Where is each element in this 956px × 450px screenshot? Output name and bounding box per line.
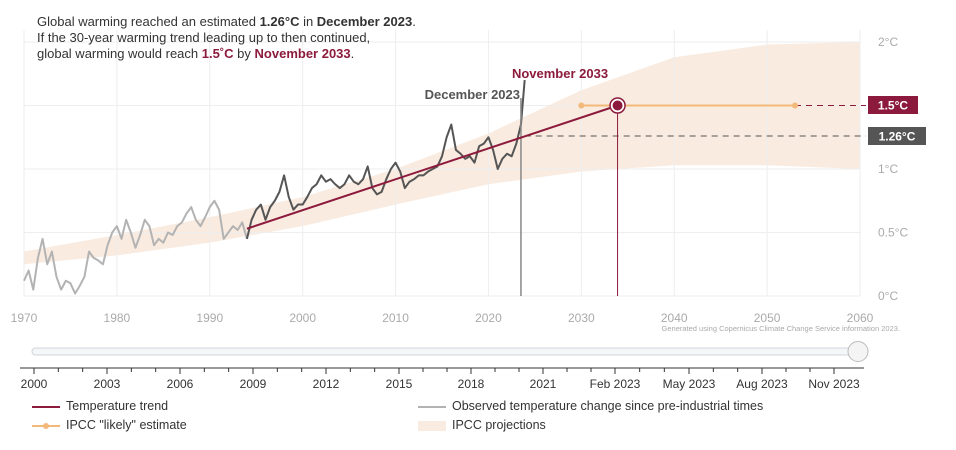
observed-layer — [23, 80, 526, 295]
headline-date-dec-2023: December 2023 — [316, 14, 413, 29]
headline-value-15: 1.5˚C — [201, 46, 234, 61]
observed-line-recent — [245, 80, 526, 240]
y-tick-label: 0.5°C — [878, 226, 908, 240]
y-tick-label: 0°C — [878, 289, 898, 303]
badge-15: 1.5°C — [878, 99, 908, 113]
legend-projections-label: IPCC projections — [452, 418, 546, 432]
ipcc-likely-start — [578, 102, 585, 109]
headline-text: . — [412, 14, 416, 29]
annotation-november: November 2033 — [512, 66, 608, 81]
legend-trend-label: Temperature trend — [66, 399, 169, 413]
timeline-label: 2009 — [240, 377, 267, 391]
badge-15-bg — [868, 96, 918, 114]
legend-observed-label: Observed temperature change since pre-in… — [452, 399, 764, 413]
headline-text: Global warming reached an estimated — [37, 14, 260, 29]
timeline-label: 2012 — [313, 377, 340, 391]
timeline-ticks: 2000 2003 2006 2009 2012 2015 2018 2021 Feb 2023… — [21, 368, 860, 391]
legend-likely-dot — [43, 423, 49, 429]
trend-layer — [246, 97, 798, 230]
y-tick-label: 2°C — [878, 35, 898, 49]
timeline-label: 2003 — [94, 377, 121, 391]
x-tick-label: 2020 — [475, 311, 502, 325]
headline-text: global warming would reach — [37, 46, 202, 61]
headline-value-126: 1.26°C — [259, 14, 300, 29]
timeline-label: Feb 2023 — [590, 377, 641, 391]
trend-line — [246, 104, 618, 230]
annotation-december: December 2023 — [425, 87, 520, 102]
x-tick-label: 2050 — [754, 311, 781, 325]
ipcc-likely-end — [791, 102, 798, 109]
credit-text: Generated using Copernicus Climate Chang… — [662, 324, 900, 333]
timeline-label: Aug 2023 — [736, 377, 788, 391]
badge-126: 1.26°C — [879, 130, 916, 144]
timeline-label: 2000 — [21, 377, 48, 391]
timeline-label: May 2023 — [663, 377, 716, 391]
headline-text: in — [299, 14, 317, 29]
y-tick-label: 1°C — [878, 162, 898, 176]
timeline-label: 2015 — [386, 377, 413, 391]
headline-date-nov-2033: November 2033 — [254, 46, 351, 61]
legend-item-likely[interactable]: IPCC "likely" estimate — [32, 418, 232, 434]
legend-item-observed[interactable]: Observed temperature change since pre-in… — [418, 399, 818, 415]
x-tick-label: 1970 — [11, 311, 38, 325]
timeline-track[interactable] — [31, 347, 859, 356]
legend-projections-swatch — [418, 421, 446, 431]
x-tick-label: 2060 — [847, 311, 874, 325]
x-tick-label: 1980 — [104, 311, 131, 325]
timeline-label: 2018 — [458, 377, 485, 391]
timeline-handle[interactable] — [847, 341, 869, 362]
legend-item-projections[interactable]: IPCC projections — [418, 418, 618, 434]
x-tick-label: 2000 — [289, 311, 316, 325]
axis-layer: 1970 1980 1990 2000 2010 2020 2030 2040 2050 2060… — [11, 35, 909, 325]
headline-line-1: Global warming reached an estimated 1.26… — [37, 14, 416, 30]
x-tick-label: 2040 — [661, 311, 688, 325]
legend-item-trend[interactable]: Temperature trend — [32, 399, 232, 415]
timeline-label: 2006 — [167, 377, 194, 391]
headline-text: by — [233, 46, 255, 61]
legend-likely-label: IPCC "likely" estimate — [66, 418, 187, 432]
headline-text: . — [350, 46, 355, 61]
headline: Global warming reached an estimated 1.26… — [37, 14, 416, 62]
badge-126-bg — [868, 127, 926, 145]
observed-line-early — [23, 199, 248, 295]
reference-layer — [520, 98, 866, 296]
x-tick-label: 1990 — [196, 311, 223, 325]
timeline-label: Nov 2023 — [808, 377, 860, 391]
x-tick-label: 2030 — [568, 311, 595, 325]
crossing-marker-dot — [612, 100, 623, 111]
headline-line-3: global warming would reach 1.5˚C by Nove… — [37, 46, 416, 62]
timeline-label: 2021 — [530, 377, 557, 391]
x-tick-label: 2010 — [382, 311, 409, 325]
headline-line-2: If the 30-year warming trend leading up … — [37, 30, 371, 45]
